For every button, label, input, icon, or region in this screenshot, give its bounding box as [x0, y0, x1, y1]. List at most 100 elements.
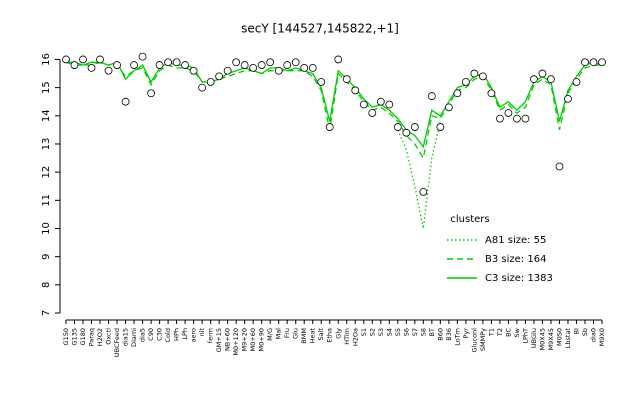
x-tick-label: S3	[377, 328, 385, 336]
x-tick-label: Lbstat	[564, 328, 572, 349]
data-point	[419, 187, 428, 196]
x-tick-label: S7	[411, 328, 419, 336]
data-point	[513, 114, 521, 123]
data-point	[223, 66, 232, 75]
y-tick-label: 15	[41, 81, 52, 94]
x-tick-label: M0X45	[538, 328, 546, 350]
data-point	[79, 55, 87, 64]
legend-label: A81 size: 55	[485, 235, 546, 246]
x-tick-label: Salt	[317, 328, 325, 341]
x-tick-label: nit	[198, 328, 206, 337]
x-tick-label: dia15	[122, 328, 130, 346]
data-point	[402, 128, 411, 137]
data-point	[461, 78, 470, 86]
data-point	[189, 66, 198, 75]
data-point	[96, 55, 104, 64]
x-tick-label: Etha	[326, 328, 334, 343]
data-point	[436, 123, 445, 131]
x-tick-label: M0S0	[555, 328, 563, 346]
x-tick-label: S8	[419, 328, 427, 336]
data-point	[351, 86, 360, 95]
data-point	[598, 58, 606, 67]
x-tick-label: G135	[71, 328, 79, 345]
y-tick-label: 8	[41, 282, 52, 288]
x-tick-label: Sb	[581, 328, 589, 336]
x-tick-label: BMM	[300, 328, 308, 344]
x-tick-label: Cold	[164, 328, 172, 342]
y-tick-label: 14	[41, 109, 52, 122]
x-tick-label: M0+120	[232, 328, 240, 356]
x-tick-label: M9X0	[598, 328, 606, 346]
x-tick-label: G150	[62, 328, 70, 345]
x-tick-label: H2Oa	[351, 328, 359, 346]
data-point	[427, 92, 436, 100]
x-tick-label: S1	[360, 328, 368, 336]
chart-title: secY [144527,145822,+1]	[241, 22, 399, 36]
x-tick-label: LPh	[181, 328, 189, 340]
x-tick-label: Heat	[309, 328, 317, 344]
x-tick-label: C90	[147, 328, 155, 341]
x-tick-label: Diami	[130, 328, 138, 347]
x-tick-label: Paraq	[88, 328, 96, 346]
y-tick-label: 9	[41, 253, 52, 259]
cluster-line	[397, 121, 441, 229]
data-point	[368, 109, 377, 117]
data-point	[300, 64, 309, 72]
x-tick-label: BI	[572, 328, 580, 334]
data-point	[198, 83, 207, 92]
data-point	[291, 58, 300, 67]
data-point	[504, 109, 513, 117]
data-point	[104, 66, 113, 75]
data-point	[274, 66, 283, 75]
x-tick-label: Gluconl	[470, 328, 478, 353]
data-point	[62, 55, 70, 64]
data-point	[155, 61, 164, 69]
y-tick-label: 11	[41, 194, 52, 207]
data-point	[530, 75, 538, 84]
x-tick-label: aero	[190, 328, 198, 343]
x-tick-label: Gly	[334, 328, 342, 339]
x-tick-label: B36	[445, 328, 453, 341]
x-tick-label: T1	[487, 328, 495, 337]
data-point	[376, 97, 385, 106]
data-point	[581, 58, 589, 67]
data-point	[538, 69, 547, 78]
legend-label: B3 size: 164	[485, 254, 546, 265]
legend-label: C3 size: 1383	[485, 273, 553, 284]
x-tick-label: T2	[496, 328, 504, 337]
x-tick-label: UBGlu	[530, 328, 538, 348]
x-tick-label: Oxctl	[105, 328, 113, 345]
data-point	[147, 89, 155, 98]
x-tick-label: HTim	[343, 328, 351, 345]
data-point	[547, 75, 555, 84]
data-point	[87, 64, 96, 72]
data-point	[113, 61, 121, 69]
data-point	[478, 72, 487, 81]
x-tick-label: M9+20	[241, 328, 249, 351]
data-point	[70, 61, 79, 69]
data-point	[130, 61, 138, 69]
data-point	[342, 75, 351, 84]
x-tick-label: M0+60	[249, 328, 257, 351]
data-point	[453, 89, 462, 98]
x-tick-label: G180	[79, 328, 87, 345]
x-tick-label: M0+90	[258, 328, 266, 351]
x-tick-label: BC	[504, 328, 512, 337]
cluster-line	[65, 61, 602, 160]
data-point	[555, 162, 564, 171]
y-tick-label: 10	[41, 222, 52, 235]
x-tick-label: LPhT	[521, 328, 529, 344]
data-point	[249, 64, 258, 72]
x-tick-label: M9X45	[547, 328, 555, 350]
data-point	[172, 58, 181, 67]
x-tick-label: H2O2	[96, 328, 104, 346]
x-tick-label: SMMPy	[479, 328, 487, 351]
data-point	[470, 69, 479, 78]
data-point	[564, 94, 572, 103]
cluster-line	[66, 61, 603, 149]
x-tick-label: UBCFeed	[113, 328, 121, 357]
y-tick-label: 7	[41, 310, 52, 316]
data-point	[521, 114, 530, 123]
data-point	[121, 97, 130, 106]
